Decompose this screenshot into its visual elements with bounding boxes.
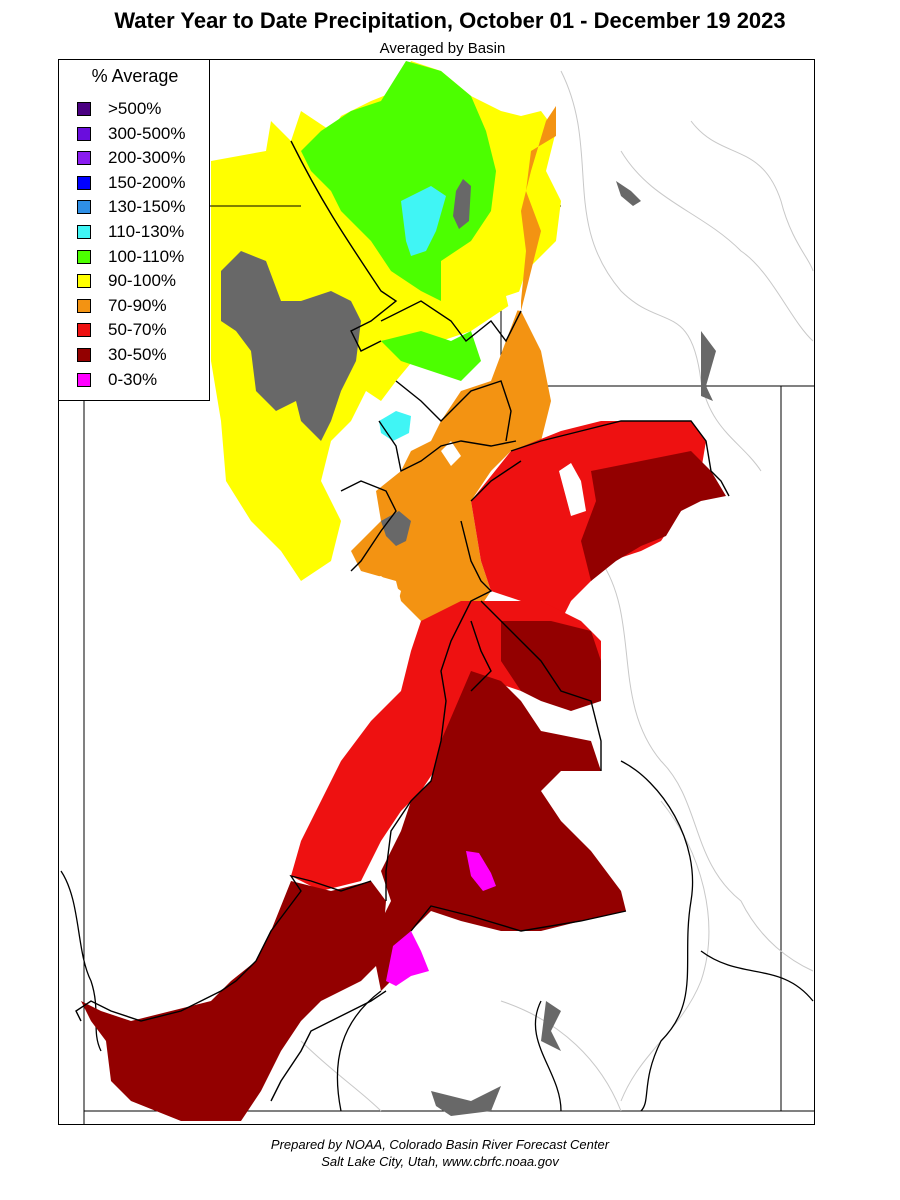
legend-swatch: [77, 323, 91, 338]
credit-line-1: Prepared by NOAA, Colorado Basin River F…: [270, 1137, 610, 1152]
legend-item: 100-110%: [77, 246, 185, 266]
legend-label: 50-70%: [108, 320, 167, 340]
legend-label: 70-90%: [108, 295, 167, 315]
legend-swatch: [77, 175, 91, 190]
legend-item: 300-500%: [77, 123, 186, 143]
basin-boundaries: [75, 140, 730, 1102]
region-30-50-southwest: [81, 881, 386, 1121]
region-70-90: [351, 106, 556, 626]
legend-label: 150-200%: [108, 172, 186, 192]
legend-item: 50-70%: [77, 320, 167, 340]
map-title: Water Year to Date Precipitation, Octobe…: [114, 8, 786, 33]
legend-label: 300-500%: [108, 123, 186, 143]
stream-lines: [300, 70, 814, 1112]
legend-item: 90-100%: [77, 271, 177, 291]
legend-item: 200-300%: [77, 148, 186, 168]
region-30-50-east: [581, 451, 726, 581]
legend-swatch: [77, 225, 91, 239]
utah-lake: [381, 511, 411, 546]
legend: % Average >500% 300-500% 200-300% 150-200% 1…: [58, 59, 210, 401]
legend-label: 90-100%: [108, 271, 177, 291]
region-110-130-south: [379, 411, 411, 441]
legend-swatch: [77, 274, 91, 289]
legend-swatch: [77, 372, 91, 387]
legend-swatch: [77, 200, 91, 215]
lake-north: [453, 179, 471, 229]
legend-label: 100-110%: [108, 246, 185, 266]
map-panel: [58, 59, 815, 1125]
region-30-50-south: [501, 621, 601, 711]
legend-item: 150-200%: [77, 172, 186, 192]
legend-item: 110-130%: [77, 222, 185, 241]
basin-map: [59, 61, 814, 1124]
basin-outlines: [60, 760, 814, 1112]
great-salt-lake: [221, 251, 361, 441]
region-30-50-central: [371, 671, 626, 991]
legend-swatch: [77, 298, 91, 313]
region-100-110: [301, 61, 496, 301]
legend-swatch: [77, 151, 91, 166]
legend-label: 0-30%: [108, 369, 158, 389]
legend-swatch: [77, 348, 91, 362]
map-subtitle: Averaged by Basin: [379, 40, 506, 57]
legend-label: 200-300%: [108, 148, 186, 168]
legend-title: % Average: [91, 66, 179, 86]
legend-label: 130-150%: [108, 197, 186, 217]
legend-label: 110-130%: [108, 222, 185, 241]
legend-swatch: [77, 126, 91, 141]
no-data-patches: [356, 291, 586, 611]
legend-item: 30-50%: [77, 345, 167, 364]
water-bodies: [431, 181, 716, 1116]
legend-item: 70-90%: [77, 295, 167, 315]
legend-item: >500%: [77, 99, 162, 118]
region-0-30-small: [466, 851, 496, 891]
region-110-130: [401, 186, 446, 256]
legend-swatch: [77, 102, 91, 116]
legend-label: >500%: [108, 99, 162, 118]
region-100-110-south: [381, 331, 481, 381]
region-0-30: [386, 931, 429, 986]
credit-line-2: Salt Lake City, Utah, www.cbrfc.noaa.gov: [321, 1154, 559, 1169]
legend-swatch: [77, 249, 91, 264]
legend-item: 130-150%: [77, 197, 186, 217]
legend-label: 30-50%: [108, 345, 167, 364]
legend-item: 0-30%: [77, 369, 158, 389]
